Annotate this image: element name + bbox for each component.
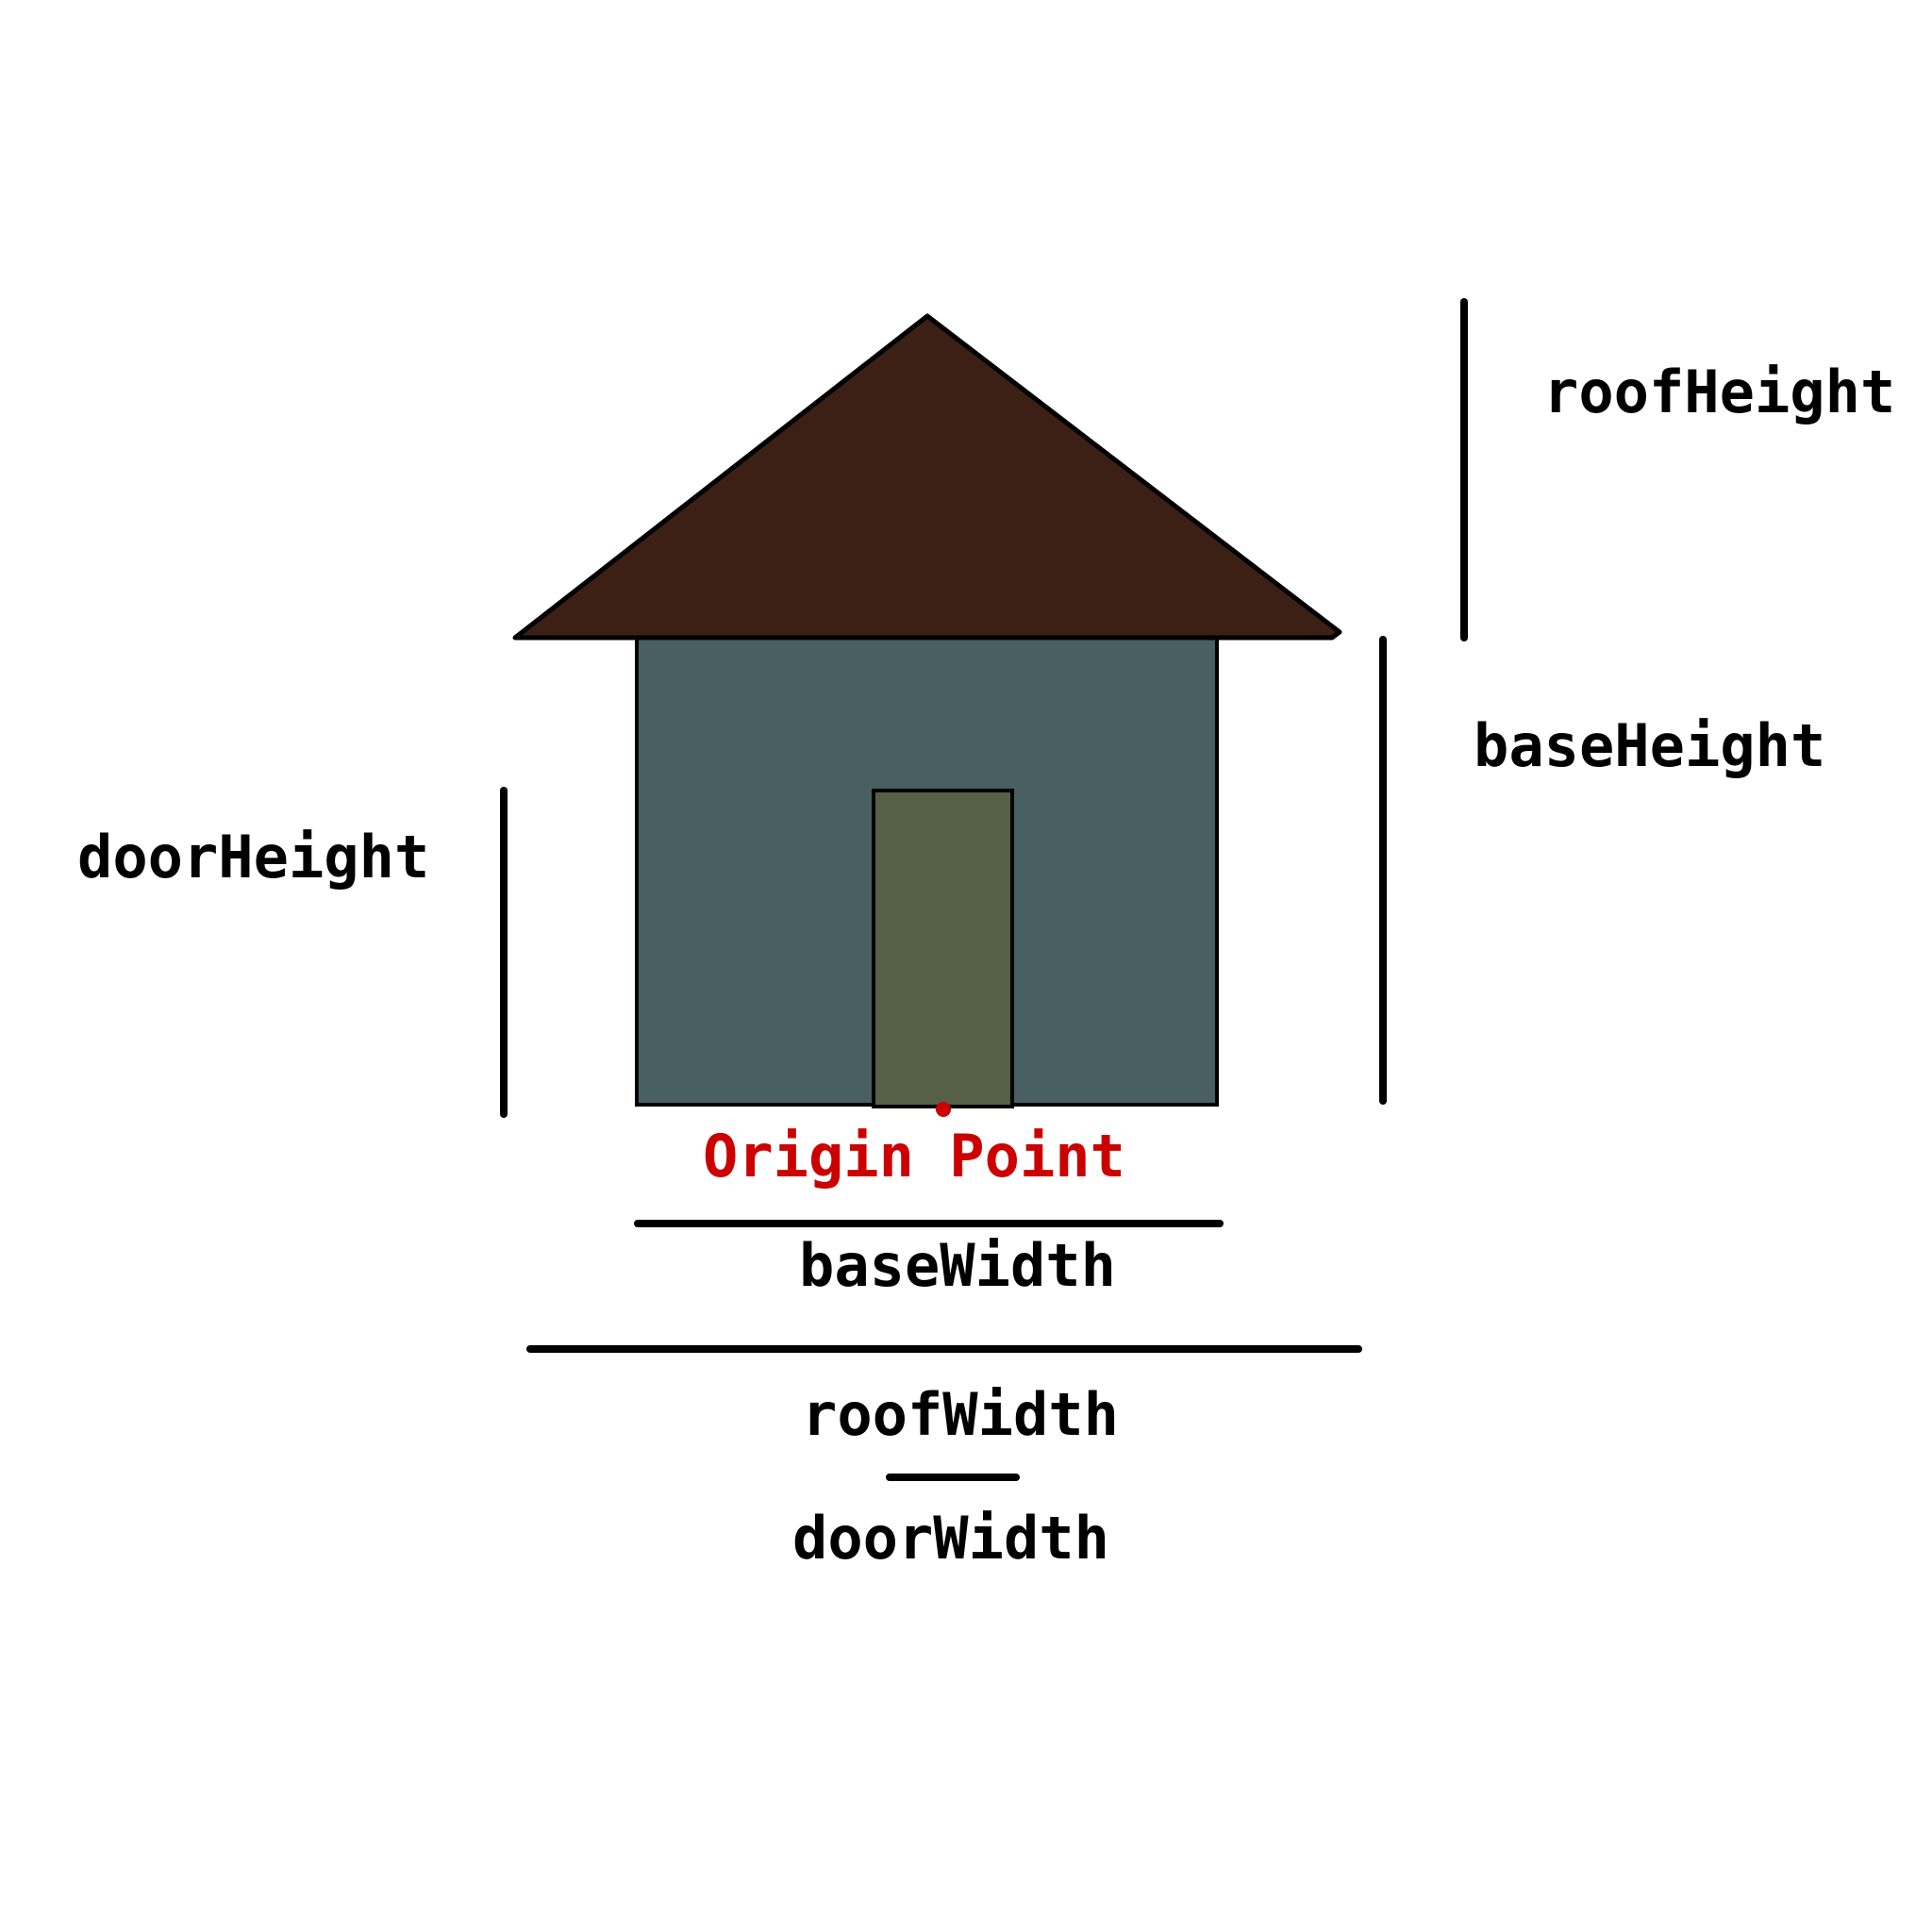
house-door [872,789,1014,1108]
origin-point-label: Origin Point [703,1122,1125,1191]
house-roof [512,313,1342,641]
roof-height-label: roofHeight [1543,358,1895,426]
door-width-label: doorWidth [792,1504,1109,1573]
roof-width-label: roofWidth [802,1380,1119,1449]
origin-point-marker [936,1102,951,1117]
base-width-label: baseWidth [799,1231,1116,1300]
base-height-label: baseHeight [1474,711,1825,780]
door-height-label: doorHeight [77,823,429,891]
